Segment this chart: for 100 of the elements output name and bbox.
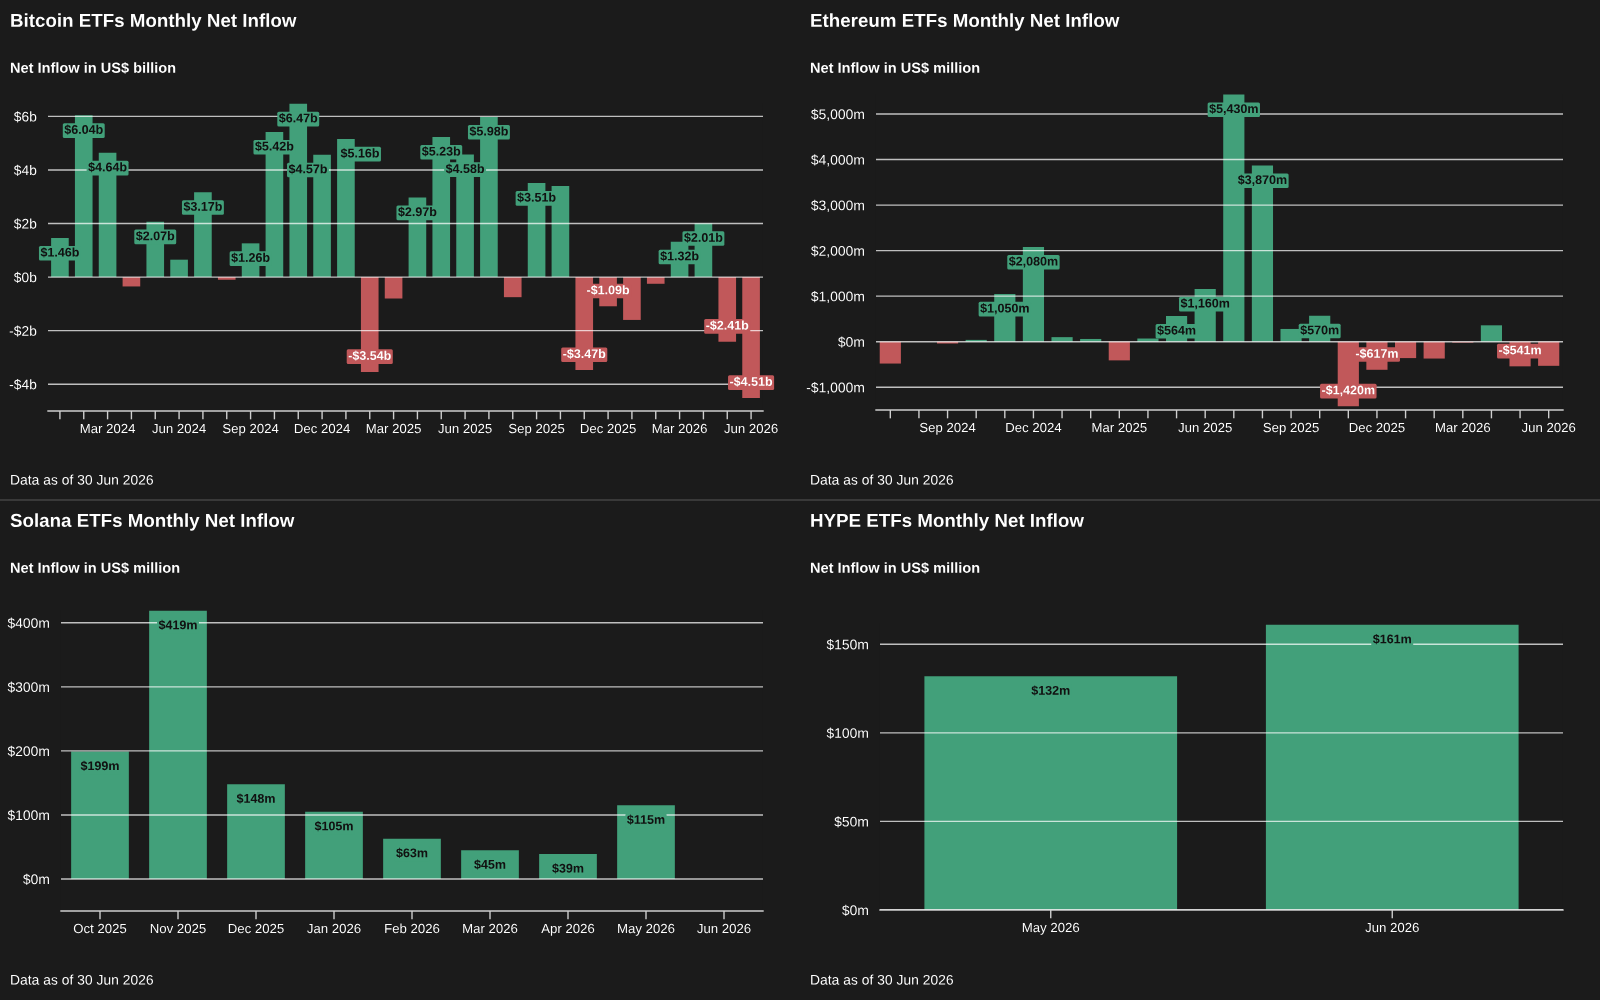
x-tick-label: Dec 2025 <box>228 923 284 934</box>
y-tick-label: $150m <box>826 639 868 651</box>
y-tick-label: $1,000m <box>810 290 864 303</box>
data-label: $6.47b <box>278 113 318 124</box>
data-label: $1,160m <box>1180 298 1230 310</box>
data-label: $1.26b <box>231 252 270 263</box>
data-label: $6.04b <box>64 124 103 135</box>
text: Data as of 30 Jun 2026 <box>11 474 154 485</box>
chart-subtitle: Net Inflow in US$ million <box>810 61 980 74</box>
chart-subtitle: Net Inflow in US$ million <box>10 561 180 574</box>
x-tick-label: Mar 2026 <box>1436 422 1491 433</box>
y-tick-label: $400m <box>7 617 49 629</box>
y-tick-label: $0m <box>23 873 49 885</box>
x-tick-label: Oct 2025 <box>73 923 127 934</box>
y-tick-label: -$4b <box>9 378 37 391</box>
data-label: $2.01b <box>684 232 723 243</box>
data-label: $4.57b <box>288 163 327 175</box>
data-label: $148m <box>236 793 275 804</box>
data-label: $5.23b <box>421 146 461 157</box>
data-label: $199m <box>80 760 119 771</box>
chart-title: HYPE ETFs Monthly Net Inflow <box>811 513 1084 531</box>
data-label: $2,080m <box>1008 256 1058 268</box>
x-tick-label: May 2026 <box>618 923 675 936</box>
chart-title: Solana ETFs Monthly Net Inflow <box>10 513 295 531</box>
data-label: -$1.09b <box>587 284 630 296</box>
y-tick-label: $0b <box>13 271 37 284</box>
x-tick-label: Mar 2025 <box>366 423 421 434</box>
data-label: $419m <box>158 619 197 631</box>
y-tick-label: $2,000m <box>810 245 864 258</box>
data-label: $5.16b <box>340 148 379 159</box>
x-tick-label: Nov 2025 <box>150 923 206 934</box>
x-tick-label: Apr 2026 <box>541 923 595 936</box>
chart-subtitle: Net Inflow in US$ million <box>810 561 980 574</box>
data-label: $132m <box>1031 685 1070 696</box>
data-label: $5.98b <box>469 126 508 137</box>
y-tick-label: $4b <box>13 164 37 176</box>
data-label: $1,050m <box>980 303 1029 315</box>
data-label: $115m <box>627 814 665 825</box>
y-tick-label: $100m <box>826 727 868 739</box>
chart-title: Bitcoin ETFs Monthly Net Inflow <box>11 13 297 31</box>
chart-title: Ethereum ETFs Monthly Net Inflow <box>811 13 1120 31</box>
data-label: -$541m <box>1499 345 1541 356</box>
y-tick-label: $2b <box>13 218 37 230</box>
x-tick-label: Mar 2026 <box>463 923 518 934</box>
y-tick-label: $200m <box>7 745 49 757</box>
x-tick-label: Jun 2026 <box>1365 922 1419 933</box>
x-tick-label: Dec 2025 <box>1349 422 1405 433</box>
y-tick-label: $4,000m <box>810 154 864 167</box>
data-label: -$4.51b <box>730 376 773 387</box>
y-tick-label: $5,000m <box>810 108 864 121</box>
x-tick-label: Jun 2026 <box>697 923 751 934</box>
data-label: $2.97b <box>398 206 437 217</box>
data-label: $1.32b <box>660 250 699 262</box>
x-tick-label: Mar 2026 <box>652 423 707 434</box>
x-tick-label: Mar 2024 <box>80 423 136 434</box>
x-tick-label: Jun 2024 <box>152 423 206 434</box>
x-tick-label: Jun 2026 <box>724 423 778 434</box>
x-tick-label: Sep 2025 <box>1263 422 1319 435</box>
data-label: $2.07b <box>135 230 175 242</box>
x-tick-label: Jun 2026 <box>1521 422 1576 433</box>
y-tick-label: $50m <box>834 816 868 828</box>
x-tick-label: May 2026 <box>1022 922 1080 935</box>
text: Data as of 30 Jun 2026 <box>11 974 154 985</box>
y-tick-label: -$1,000m <box>806 381 864 395</box>
y-tick-label: $300m <box>7 681 49 693</box>
chart-subtitle: Net Inflow in US$ billion <box>10 61 176 74</box>
y-tick-label: $0m <box>842 904 868 916</box>
y-tick-label: $100m <box>7 809 49 821</box>
text: Data as of 30 Jun 2026 <box>811 974 954 985</box>
data-label: $5.42b <box>255 141 294 152</box>
data-label: $4.58b <box>445 163 485 174</box>
data-label: $5,430m <box>1209 103 1258 115</box>
data-label: -$3.47b <box>563 348 606 359</box>
y-tick-label: $0m <box>838 336 864 348</box>
data-label: $161m <box>1372 634 1411 645</box>
data-label: $4.64b <box>88 162 127 173</box>
data-label: $105m <box>314 820 353 832</box>
y-tick-label: $3,000m <box>810 199 864 212</box>
data-label: $3.51b <box>517 192 556 203</box>
data-label: -$1,420m <box>1322 385 1375 397</box>
x-tick-label: Dec 2024 <box>294 423 350 434</box>
x-tick-label: Jan 2026 <box>307 923 361 934</box>
x-tick-label: Dec 2024 <box>1006 422 1062 433</box>
x-tick-label: Mar 2025 <box>1092 422 1147 433</box>
x-tick-label: Dec 2025 <box>580 423 636 434</box>
x-tick-label: Sep 2025 <box>508 423 565 436</box>
data-label: -$3.54b <box>348 350 391 361</box>
data-label: $63m <box>396 847 428 859</box>
data-label: $3,870m <box>1237 174 1287 186</box>
y-tick-label: $6b <box>13 111 37 123</box>
text: Data as of 30 Jun 2026 <box>811 474 954 485</box>
data-label: $3.17b <box>183 201 222 212</box>
x-tick-label: Feb 2026 <box>385 923 440 934</box>
y-tick-label: -$2b <box>9 325 37 337</box>
x-tick-label: Sep 2024 <box>919 422 976 435</box>
data-label: -$2.41b <box>706 320 749 331</box>
data-label: $45m <box>474 859 506 870</box>
data-label: -$617m <box>1355 348 1398 359</box>
x-tick-label: Jun 2025 <box>1178 422 1232 433</box>
data-label: $1.46b <box>40 247 79 258</box>
